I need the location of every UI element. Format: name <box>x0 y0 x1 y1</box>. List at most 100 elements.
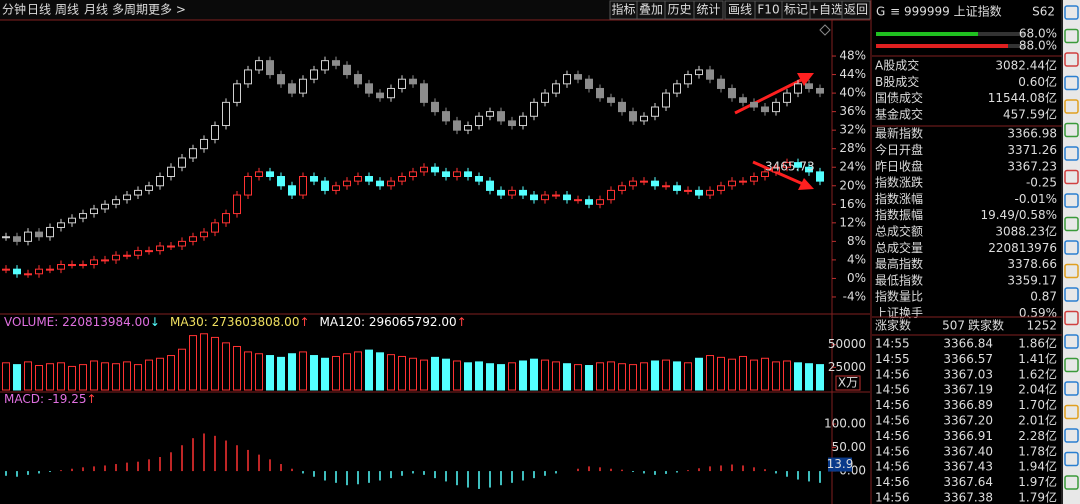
tool-icon[interactable] <box>1064 357 1079 373</box>
candle <box>673 185 681 191</box>
toolbar-button-label[interactable]: 统计 <box>696 3 720 17</box>
toolbar-button-label[interactable]: 标记 <box>784 3 808 17</box>
volume-bar <box>574 364 582 391</box>
candle <box>178 157 186 168</box>
candle <box>409 78 417 85</box>
candle <box>497 111 505 122</box>
period-tab[interactable]: 月线 <box>84 3 108 17</box>
candle <box>662 185 670 188</box>
tool-icon[interactable] <box>1064 428 1079 443</box>
quote-title: 999999 上证指数 <box>904 4 1002 19</box>
candle <box>35 268 43 275</box>
period-tab[interactable]: 周线 <box>55 3 79 17</box>
candle <box>354 176 362 182</box>
tick-amount: 2.01亿 <box>1018 413 1057 428</box>
candle <box>178 240 186 247</box>
quote-code: S62 <box>1032 5 1055 19</box>
candle <box>332 60 340 66</box>
toolbar-button-label[interactable]: 指标 <box>611 2 635 17</box>
y-tick-label: 100.00 <box>824 417 866 431</box>
toolbar-button-label[interactable]: 画线 <box>728 3 752 17</box>
tool-icon[interactable] <box>1064 240 1079 255</box>
legend-arrow: ↑ <box>299 315 309 329</box>
period-tab[interactable]: 更多 > <box>148 3 186 17</box>
candle <box>2 268 10 271</box>
volume-bar <box>442 358 450 391</box>
toolbar-button-label[interactable]: F10 <box>757 3 779 17</box>
candle <box>574 74 582 80</box>
candle <box>145 250 153 253</box>
tool-icon[interactable] <box>1064 334 1079 349</box>
y-tick-label: 12% <box>839 215 866 229</box>
legend-arrow: ↑ <box>87 392 97 406</box>
toolbar-button-label[interactable]: 叠加 <box>639 3 663 17</box>
y-tick-label: 24% <box>839 160 866 174</box>
volume-bar <box>794 362 802 391</box>
candle <box>420 166 428 173</box>
period-tab[interactable]: 多周期 <box>112 3 148 17</box>
fall-label: 跌家数 <box>968 318 1004 333</box>
info-label: 总成交量 <box>875 240 923 255</box>
tool-icon[interactable] <box>1064 193 1079 208</box>
candle <box>222 213 230 224</box>
tool-icon[interactable] <box>1064 99 1079 114</box>
tool-icon[interactable] <box>1064 5 1079 20</box>
toolbar-button[interactable] <box>693 0 724 20</box>
tool-icon[interactable] <box>1064 381 1079 396</box>
candle <box>24 231 32 242</box>
tick-price: 3367.43 <box>943 460 993 474</box>
tool-icon[interactable] <box>1064 122 1079 138</box>
tool-icon[interactable] <box>1064 263 1079 279</box>
tool-icon[interactable] <box>1064 451 1079 467</box>
info-label: 指数涨幅 <box>875 191 923 206</box>
toolbar-button-label[interactable]: 返回 <box>844 3 868 17</box>
period-tab[interactable]: 日线 <box>27 3 51 17</box>
tool-icon[interactable] <box>1064 287 1079 302</box>
volume-bar <box>475 361 483 391</box>
toolbar-button-label[interactable]: 历史 <box>667 3 691 17</box>
volume-bar <box>761 357 769 391</box>
candle <box>475 176 483 182</box>
tool-icon[interactable] <box>1064 169 1079 185</box>
tool-icon[interactable] <box>1064 28 1079 44</box>
info-label: 指数量比 <box>875 289 923 304</box>
volume-bar <box>640 362 648 391</box>
candle <box>651 180 659 187</box>
info-label: 最低指数 <box>875 272 923 287</box>
candle <box>464 125 472 131</box>
candle <box>321 180 329 191</box>
tick-amount: 2.28亿 <box>1018 428 1057 443</box>
toolbar-button[interactable] <box>841 0 871 20</box>
tool-icon[interactable] <box>1064 52 1079 67</box>
tool-icon[interactable] <box>1064 216 1079 232</box>
tick-time: 14:56 <box>875 367 910 381</box>
tool-icon[interactable] <box>1064 404 1079 420</box>
volume-bar <box>134 364 142 391</box>
info-value: 0.60亿 <box>1018 74 1057 89</box>
tick-time: 14:56 <box>875 491 910 504</box>
y-tick-label: 50000 <box>828 337 866 351</box>
tool-icon[interactable] <box>1064 475 1079 490</box>
tick-time: 14:55 <box>875 352 910 366</box>
tick-time: 14:56 <box>875 475 910 489</box>
candle <box>189 148 197 159</box>
tool-icon[interactable] <box>1064 75 1079 91</box>
candle <box>321 60 329 71</box>
info-value: -0.01% <box>1015 192 1057 206</box>
candle <box>310 176 318 182</box>
tool-icon[interactable] <box>1064 146 1079 161</box>
candle <box>376 92 384 99</box>
tool-icon[interactable] <box>1064 310 1079 326</box>
candle <box>706 189 714 196</box>
candle <box>101 259 109 262</box>
candle <box>398 176 406 182</box>
y-tick-label: 48% <box>839 49 866 63</box>
volume-bar <box>376 352 384 391</box>
candle <box>123 194 131 201</box>
tick-price: 3366.91 <box>943 429 993 443</box>
candle <box>255 171 263 178</box>
period-tab[interactable]: 分钟 <box>2 2 26 17</box>
tick-time: 14:56 <box>875 414 910 428</box>
volume-bar <box>277 356 285 391</box>
toolbar-button-label[interactable]: +自选 <box>809 3 843 17</box>
